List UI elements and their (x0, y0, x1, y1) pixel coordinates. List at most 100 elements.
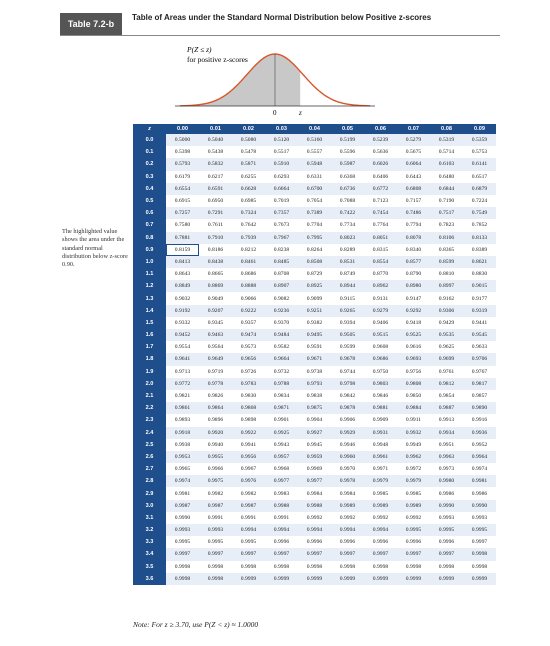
value-cell: 0.9656 (232, 353, 265, 366)
value-cell: 0.9998 (306, 563, 323, 570)
value-cell: 0.9997 (232, 548, 265, 561)
value-cell: 0.9983 (273, 490, 290, 497)
value-cell: 0.9945 (306, 441, 323, 448)
value-cell: 0.9998 (166, 572, 199, 585)
value-cell: 0.7257 (166, 207, 199, 220)
value-cell: 0.6255 (240, 173, 257, 180)
side-note: The highlighted value shows the area und… (62, 228, 128, 269)
z-cell: 2.1 (133, 389, 166, 403)
table-row: 2.5 0.9938 0.9940 0.9941 0.9943 0.9945 0.9946 0… (133, 438, 496, 451)
table-row: 1.7 0.9554 0.9564 0.9573 0.9582 0.9591 0.9599 0… (133, 341, 496, 354)
value-cell: 0.9974 (166, 475, 199, 488)
z-cell: 0.7 (133, 219, 166, 232)
z-cell: 1.4 (133, 304, 166, 317)
z-cell: 1.7 (133, 341, 166, 354)
value-cell: 0.9345 (207, 319, 224, 326)
value-cell: 0.9994 (232, 524, 265, 537)
value-cell: 0.8708 (273, 271, 290, 278)
z-cell: 0.1 (133, 146, 166, 159)
value-cell: 0.9564 (207, 344, 224, 351)
value-cell: 0.8461 (232, 255, 265, 269)
value-cell: 0.7673 (273, 222, 290, 229)
value-cell: 0.9998 (174, 563, 191, 570)
value-cell: 0.9992 (405, 514, 422, 521)
table-row: 3.3 0.9995 0.9995 0.9995 0.9996 0.9996 0.9996 0… (133, 536, 496, 549)
z-cell: 1.8 (133, 353, 166, 366)
value-cell: 0.9987 (232, 499, 265, 512)
value-cell: 0.9463 (199, 329, 232, 342)
value-cell: 0.9961 (364, 450, 397, 464)
value-cell: 0.9993 (166, 524, 199, 537)
value-cell: 0.9998 (339, 563, 356, 570)
value-cell: 0.5359 (463, 134, 496, 147)
value-cell: 0.9826 (207, 393, 224, 400)
value-cell: 0.7291 (199, 207, 232, 220)
value-cell: 0.9920 (199, 426, 232, 439)
value-cell: 0.9878 (331, 402, 364, 415)
z-cell: 1.6 (133, 329, 166, 342)
table-label: Table 7.2-b (60, 13, 122, 35)
value-cell: 0.8849 (166, 280, 199, 293)
value-cell: 0.5279 (397, 134, 430, 147)
value-cell: 0.5636 (372, 149, 389, 156)
value-cell: 0.8729 (306, 271, 323, 278)
value-cell: 0.5832 (199, 158, 232, 171)
table-row: 1.2 0.8849 0.8869 0.8888 0.8907 0.8925 0.8944 0… (133, 280, 496, 293)
value-cell: 0.5120 (265, 134, 298, 147)
shaded-area (179, 54, 301, 106)
value-cell: 0.9441 (471, 319, 488, 326)
value-cell: 0.9922 (232, 426, 265, 439)
value-cell: 0.9995 (430, 524, 463, 537)
value-cell: 0.9982 (207, 490, 224, 497)
value-cell: 0.9968 (273, 466, 290, 473)
value-cell: 0.7054 (306, 198, 323, 205)
value-cell: 0.9868 (232, 402, 265, 415)
value-cell: 0.9969 (306, 466, 323, 473)
z-cell: 2.0 (133, 377, 166, 390)
value-cell: 0.9952 (471, 441, 488, 448)
value-cell: 0.9988 (265, 499, 298, 512)
value-cell: 0.6736 (331, 182, 364, 195)
value-cell: 0.6985 (240, 198, 257, 205)
value-cell: 0.8577 (397, 255, 430, 269)
value-cell: 0.9998 (273, 563, 290, 570)
value-cell: 0.6331 (306, 173, 323, 180)
value-cell: 0.9830 (240, 393, 257, 400)
value-cell: 0.6915 (174, 198, 191, 205)
value-cell: 0.9744 (339, 368, 356, 375)
header-cell: 0.01 (199, 124, 232, 134)
value-cell: 0.9996 (339, 539, 356, 546)
value-cell: 0.7794 (405, 222, 422, 229)
value-cell: 0.8749 (339, 271, 356, 278)
value-cell: 0.9842 (339, 393, 356, 400)
value-cell: 0.9998 (207, 563, 224, 570)
value-cell: 0.9573 (240, 344, 257, 351)
header-cell: 0.04 (298, 124, 331, 134)
value-cell: 0.9997 (331, 548, 364, 561)
value-cell: 0.5319 (430, 134, 463, 147)
value-cell: 0.9977 (298, 475, 331, 488)
table-row: 3.2 0.9993 0.9993 0.9994 0.9994 0.9994 0.9994 0… (133, 524, 496, 537)
value-cell: 0.7454 (364, 207, 397, 220)
value-cell: 0.9032 (174, 295, 191, 302)
header-cell: 0.02 (232, 124, 265, 134)
value-cell: 0.9997 (199, 548, 232, 561)
value-cell: 0.9981 (174, 490, 191, 497)
value-cell: 0.9997 (430, 548, 463, 561)
value-cell: 0.9967 (240, 466, 257, 473)
value-cell: 0.9997 (265, 548, 298, 561)
value-cell: 0.9995 (174, 539, 191, 546)
value-cell: 0.9916 (471, 417, 488, 424)
value-cell: 0.9887 (430, 402, 463, 415)
value-cell: 0.5398 (174, 149, 191, 156)
value-cell: 0.9925 (265, 426, 298, 439)
value-cell: 0.9980 (430, 475, 463, 488)
value-cell: 0.7611 (207, 222, 224, 229)
table-row: 2.2 0.9861 0.9864 0.9868 0.9871 0.9875 0.9878 0… (133, 402, 496, 415)
value-cell: 0.9977 (265, 475, 298, 488)
value-cell: 0.9959 (298, 450, 331, 464)
value-cell: 0.8907 (265, 280, 298, 293)
value-cell: 0.9706 (463, 353, 496, 366)
table-row: 2.7 0.9965 0.9966 0.9967 0.9968 0.9969 0.9970 0… (133, 463, 496, 476)
value-cell: 0.9554 (174, 344, 191, 351)
